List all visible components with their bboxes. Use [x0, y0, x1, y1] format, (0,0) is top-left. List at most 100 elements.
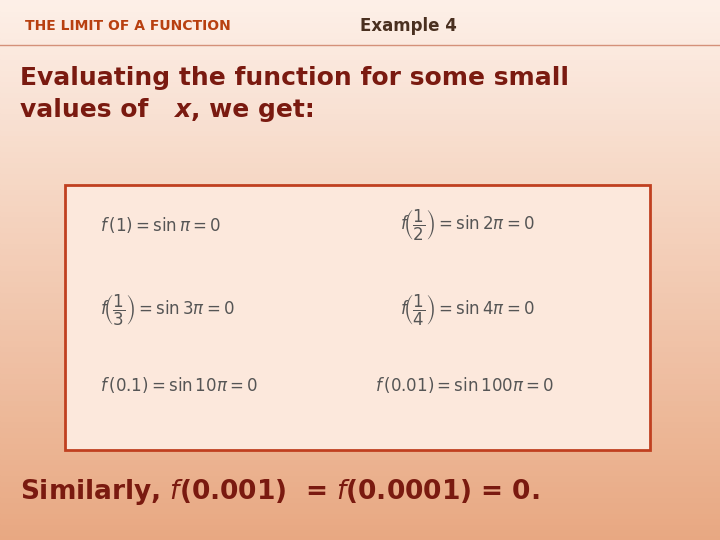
Bar [0, 280, 720, 286]
Bar [0, 393, 720, 400]
Bar [0, 501, 720, 508]
Bar [0, 231, 720, 238]
Bar [0, 150, 720, 157]
Bar [0, 139, 720, 146]
Text: , we get:: , we get: [191, 98, 315, 122]
Text: $f\,(1)=\sin\pi=0$: $f\,(1)=\sin\pi=0$ [100, 215, 221, 235]
Bar [0, 4, 720, 11]
Bar [0, 312, 720, 319]
Bar [0, 242, 720, 248]
Text: $f\!\left(\dfrac{1}{3}\right)=\sin 3\pi=0$: $f\!\left(\dfrac{1}{3}\right)=\sin 3\pi=… [100, 292, 235, 328]
Bar [0, 453, 720, 459]
Bar [0, 404, 720, 410]
Bar [0, 285, 720, 292]
Bar [0, 134, 720, 140]
Bar [0, 75, 720, 81]
Bar [0, 112, 720, 119]
Text: Similarly, $\mathit{f}$(0.001)  = $\mathit{f}$(0.0001) = 0.: Similarly, $\mathit{f}$(0.001) = $\mathi… [20, 477, 540, 507]
Bar [0, 193, 720, 200]
Bar [0, 323, 720, 329]
Bar [0, 215, 720, 221]
Bar [0, 463, 720, 470]
Bar [0, 226, 720, 232]
Bar [0, 177, 720, 184]
Text: Evaluating the function for some small: Evaluating the function for some small [20, 66, 569, 90]
Bar [0, 485, 720, 491]
Text: values of: values of [20, 98, 157, 122]
Bar [0, 474, 720, 481]
Bar [0, 458, 720, 464]
Bar [0, 409, 720, 416]
Bar [0, 145, 720, 151]
Bar [0, 442, 720, 448]
Bar [0, 15, 720, 22]
Bar [65, 185, 650, 450]
Bar [0, 220, 720, 227]
Bar [0, 496, 720, 502]
Bar [0, 345, 720, 351]
Bar [0, 318, 720, 324]
Bar [0, 118, 720, 124]
Bar [0, 69, 720, 76]
Text: x: x [174, 98, 190, 122]
Text: $f\!\left(\dfrac{1}{2}\right)=\sin 2\pi=0$: $f\!\left(\dfrac{1}{2}\right)=\sin 2\pi=… [400, 207, 535, 242]
Bar [0, 161, 720, 167]
Text: $f\,(0.1)=\sin 10\pi=0$: $f\,(0.1)=\sin 10\pi=0$ [100, 375, 258, 395]
Bar [0, 469, 720, 475]
Bar [0, 31, 720, 38]
Bar [0, 253, 720, 259]
Bar [0, 48, 720, 54]
Bar [0, 382, 720, 389]
Bar [0, 91, 720, 97]
Bar [0, 426, 720, 432]
Bar [0, 334, 720, 340]
Bar [0, 399, 720, 405]
Bar [0, 188, 720, 194]
Bar [0, 237, 720, 243]
Bar [0, 366, 720, 373]
Bar [0, 388, 720, 394]
Bar [0, 258, 720, 265]
Bar [0, 107, 720, 113]
Bar [0, 210, 720, 216]
Bar [0, 534, 720, 540]
Bar [0, 274, 720, 281]
Bar [0, 361, 720, 367]
Bar [0, 96, 720, 103]
Bar [0, 10, 720, 16]
Bar [0, 415, 720, 421]
Bar [0, 264, 720, 270]
Bar [0, 431, 720, 437]
Bar [0, 0, 720, 5]
Bar [0, 37, 720, 43]
Bar [0, 26, 720, 32]
Bar [0, 80, 720, 86]
Bar [0, 436, 720, 443]
Bar [0, 377, 720, 383]
Text: THE LIMIT OF A FUNCTION: THE LIMIT OF A FUNCTION [25, 19, 230, 33]
Bar [0, 269, 720, 275]
Text: $f\!\left(\dfrac{1}{4}\right)=\sin 4\pi=0$: $f\!\left(\dfrac{1}{4}\right)=\sin 4\pi=… [400, 292, 535, 328]
Bar [0, 156, 720, 162]
Bar [0, 204, 720, 211]
Bar [0, 129, 720, 135]
Bar [0, 355, 720, 362]
Bar [0, 339, 720, 346]
Text: $f\,(0.01)=\sin 100\pi=0$: $f\,(0.01)=\sin 100\pi=0$ [375, 375, 554, 395]
Bar [0, 517, 720, 524]
Bar [0, 85, 720, 92]
Bar [0, 507, 720, 513]
Bar [0, 166, 720, 173]
Bar [0, 328, 720, 335]
Bar [0, 291, 720, 297]
Bar [0, 528, 720, 535]
Bar [0, 64, 720, 70]
Bar [0, 420, 720, 427]
Bar [0, 296, 720, 302]
Bar [0, 490, 720, 497]
Bar [0, 123, 720, 130]
Bar [0, 58, 720, 65]
Bar [0, 301, 720, 308]
Bar [0, 42, 720, 49]
Bar [0, 372, 720, 378]
